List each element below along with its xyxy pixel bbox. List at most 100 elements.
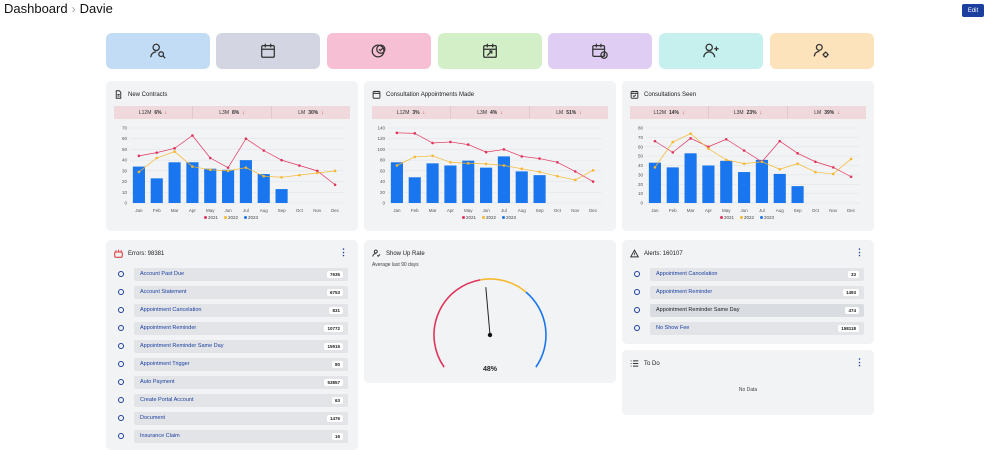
y-tick-label: 10 — [122, 190, 128, 195]
radio-icon[interactable] — [118, 379, 124, 385]
item-label: Appointment Reminder Same Day — [656, 307, 740, 313]
item-count: 1493 — [842, 288, 859, 296]
point-2022 — [191, 165, 194, 168]
point-2021 — [689, 137, 692, 140]
radio-icon[interactable] — [118, 271, 124, 277]
list-item[interactable]: Auto Payment 53857 — [114, 373, 348, 391]
stat-value: 30% — [308, 109, 319, 116]
radio-icon[interactable] — [118, 433, 124, 439]
quick-actions — [106, 33, 874, 69]
point-2022 — [137, 170, 141, 174]
item-count: 16 — [331, 432, 343, 440]
bar-2023 — [257, 174, 270, 203]
list-item[interactable]: Appointment Trigger 80 — [114, 355, 348, 373]
stat-label: LM — [556, 109, 564, 116]
x-tick-label: Jan — [135, 208, 143, 213]
item-label: No Show Fee — [656, 325, 690, 331]
point-2021 — [520, 155, 524, 158]
user-search-icon — [150, 43, 166, 59]
errors-card: Errors: 98381 ⋮ Account Past Due 7635 Acc… — [106, 240, 358, 450]
radio-icon[interactable] — [118, 289, 124, 295]
y-tick-label: 120 — [377, 136, 385, 141]
list-item[interactable]: Appointment Reminder 10772 — [114, 319, 348, 337]
point-2022 — [413, 155, 417, 159]
point-2021 — [137, 154, 141, 158]
x-tick-label: Aug — [776, 208, 785, 213]
point-2021 — [298, 164, 301, 167]
list-item[interactable]: Create Portal Account 63 — [114, 391, 348, 409]
point-2022 — [653, 166, 657, 169]
point-2021 — [538, 157, 541, 160]
list-item[interactable]: Appointment Reminder 1493 — [630, 283, 864, 301]
radio-icon[interactable] — [118, 325, 124, 331]
x-tick-label: Jul — [501, 208, 507, 213]
point-2022 — [502, 164, 506, 167]
tile-calendar-arrow[interactable] — [438, 33, 542, 69]
point-2021 — [262, 149, 266, 152]
item-count: 831 — [329, 306, 343, 314]
x-tick-label: May — [206, 208, 215, 213]
bar-2023 — [497, 156, 510, 203]
radio-icon[interactable] — [118, 397, 124, 403]
point-2022 — [173, 150, 176, 153]
edit-button[interactable]: Edit — [962, 4, 984, 17]
radio-icon[interactable] — [634, 289, 640, 295]
radio-icon[interactable] — [634, 325, 640, 331]
todo-menu-icon[interactable]: ⋮ — [855, 357, 864, 367]
list-item[interactable]: Account Statement 6753 — [114, 283, 348, 301]
list-item[interactable]: Account Past Due 7635 — [114, 265, 348, 283]
legend-label: 2022 — [744, 215, 755, 220]
stat-label: L12M — [653, 109, 666, 116]
tile-user-plus[interactable] — [659, 33, 763, 69]
arrow-down-icon: ↓ — [500, 109, 503, 116]
gauge-needle — [485, 287, 491, 336]
stat-value: 51% — [566, 109, 577, 116]
y-tick-label: 40 — [380, 179, 386, 184]
stat-l12m: L12M 14% ↓ — [630, 106, 709, 119]
radio-icon[interactable] — [634, 271, 640, 277]
list-item[interactable]: No Show Fee 158118 — [630, 319, 864, 337]
stat-l12m: L12M 3% ↓ — [372, 106, 451, 119]
bar-2023 — [755, 159, 768, 203]
item-count: 158118 — [838, 324, 859, 332]
item-label: Appointment Reminder — [140, 325, 197, 331]
radio-icon[interactable] — [118, 415, 124, 421]
breadcrumb-root[interactable]: Dashboard — [4, 1, 68, 16]
stat-value: 6% — [154, 109, 162, 116]
arrow-down-icon: ↓ — [759, 109, 763, 116]
stat-lm: LM 39% ↓ — [788, 106, 866, 119]
legend-2022: 2022 — [740, 215, 754, 220]
x-tick-label: Jun — [224, 208, 232, 213]
list-item[interactable]: Appointment Cancelation 831 — [114, 301, 348, 319]
chart-legend: 2021 2022 2023 — [462, 215, 516, 220]
tile-user-search[interactable] — [106, 33, 210, 69]
radio-icon[interactable] — [118, 307, 124, 313]
errors-menu-icon[interactable]: ⋮ — [339, 247, 348, 257]
list-item[interactable]: Appointment Reminder Same Day 15915 — [114, 337, 348, 355]
tile-calendar-clock[interactable] — [548, 33, 652, 69]
bar-2023 — [773, 173, 786, 203]
radio-icon[interactable] — [118, 343, 124, 349]
card-title: New Contracts — [114, 90, 167, 99]
list-item[interactable]: Document 1476 — [114, 409, 348, 427]
breadcrumb-current: Davie — [79, 1, 113, 16]
tile-badge-check[interactable] — [327, 33, 431, 69]
stat-l3m: L3M 4% ↓ — [451, 106, 530, 119]
line-2021 — [654, 137, 852, 178]
x-tick-label: Dec — [589, 208, 598, 213]
alerts-menu-icon[interactable]: ⋮ — [855, 247, 864, 257]
list-item[interactable]: Appointment Cancelation 33 — [630, 265, 864, 283]
tile-calendar[interactable] — [216, 33, 320, 69]
list-item[interactable]: Insurance Claim 16 — [114, 427, 348, 445]
show-up-title: Show Up Rate — [386, 250, 425, 257]
item-label: Document — [140, 415, 166, 421]
list-item[interactable]: Appointment Reminder Same Day 474 — [630, 301, 864, 319]
point-2022 — [671, 140, 675, 144]
x-tick-label: Aug — [518, 208, 527, 213]
point-2022 — [208, 168, 212, 172]
radio-icon[interactable] — [118, 361, 124, 367]
tile-users-gear[interactable] — [770, 33, 874, 69]
radio-icon[interactable] — [634, 307, 640, 313]
point-2021 — [502, 148, 506, 151]
show-up-gauge — [433, 278, 547, 368]
